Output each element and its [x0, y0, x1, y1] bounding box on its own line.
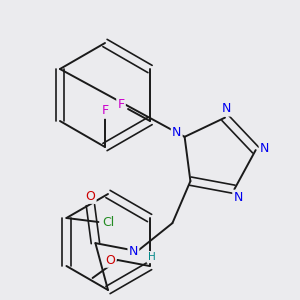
Text: H: H: [148, 252, 155, 262]
Text: Cl: Cl: [102, 215, 115, 229]
Text: O: O: [106, 254, 116, 266]
Text: N: N: [172, 126, 182, 139]
Text: F: F: [101, 104, 109, 118]
Text: F: F: [118, 98, 124, 110]
Text: N: N: [233, 191, 243, 204]
Text: N: N: [129, 244, 138, 258]
Text: N: N: [222, 102, 231, 115]
Text: N: N: [260, 142, 269, 155]
Text: O: O: [85, 190, 95, 202]
